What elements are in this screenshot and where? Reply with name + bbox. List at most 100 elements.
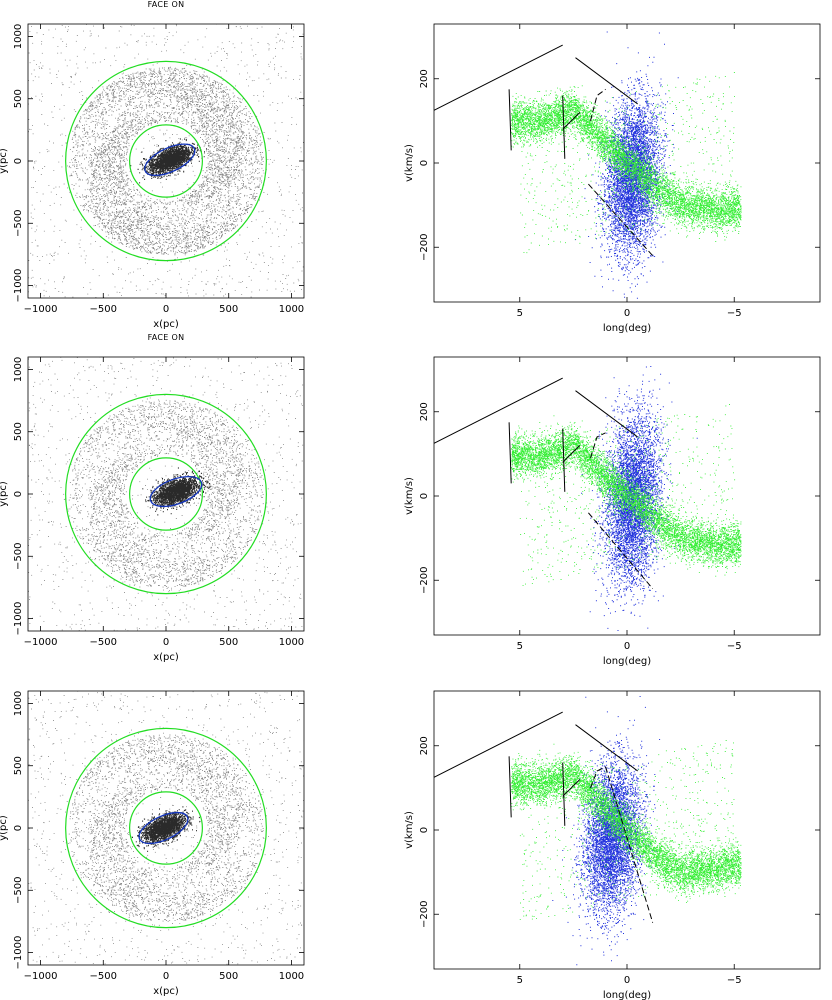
lv-points [511,366,742,631]
y-tick-label: 200 [419,69,430,88]
gas-particles [28,691,304,965]
x-tick-label: −5 [727,975,742,986]
solid-line [433,711,563,778]
green-circle [129,124,203,198]
y-axis-label: v(km/s) [404,811,415,849]
green-circle [65,727,267,929]
bar-ellipse [144,143,196,177]
x-axis-label: x(pc) [153,319,179,330]
x-tick-label: −500 [90,304,117,315]
y-tick-label: 1000 [13,357,24,382]
x-axis-label: long(deg) [603,990,651,1000]
y-tick-label: −200 [419,234,430,261]
face-on-panel-2: −1000 −500 0 500 1000 −1000 −500 0 500 1000 x(pc) y… [0,333,305,663]
dashed-line [590,88,606,122]
y-axis-label: v(km/s) [404,144,415,182]
x-axis-label: x(pc) [153,652,179,663]
y-tick-label: −500 [13,877,24,904]
solid-line [562,95,566,159]
solid-line [575,57,638,105]
x-tick-label: 0 [163,304,169,315]
y-tick-label: 1000 [13,691,24,716]
x-tick-label: 0 [624,641,630,652]
y-tick-label: 0 [13,158,24,164]
solid-line [562,445,581,463]
x-tick-label: 1000 [279,971,304,982]
x-tick-label: 5 [517,308,523,319]
bar-core-points [123,467,211,516]
y-tick-label: 0 [419,493,430,499]
y-tick-label: −500 [13,543,24,570]
y-axis-label: y(pc) [0,815,9,841]
y-axis-label: y(pc) [0,481,9,507]
panel-title: FACE ON [148,333,185,342]
y-axis-label: v(km/s) [404,477,415,515]
hi-points [511,740,742,920]
dashed-line [590,432,606,459]
bar-ellipse [149,475,203,508]
dashed-line [605,766,654,923]
x-tick-label: 1000 [279,637,304,648]
y-tick-label: −500 [13,210,24,237]
gas-disk-points [28,357,304,631]
lv-panel-1: 5 0 −5 −200 0 200 long(deg) v(km/s) [404,23,821,334]
dashed-line [588,183,654,257]
bar-ellipse [138,811,189,845]
x-tick-label: 0 [624,975,630,986]
x-tick-label: 500 [219,971,238,982]
y-tick-label: −200 [419,901,430,928]
x-axis-label: long(deg) [603,323,651,334]
panel-title: FACE ON [148,0,185,9]
solid-line [562,112,581,130]
y-tick-label: −1000 [13,936,24,970]
lv-points [511,696,742,966]
y-tick-label: 500 [13,422,24,441]
green-circle [65,393,267,595]
gas-particles [28,24,304,298]
solid-line [562,762,566,826]
green-circle [129,457,203,531]
dashed-line [590,766,606,789]
y-tick-label: 1000 [13,24,24,49]
lv-panel-2: 5 0 −5 −200 0 200 long(deg) v(km/s) [404,356,821,667]
lv-points [511,31,742,299]
solid-line [508,89,512,151]
x-tick-label: 0 [624,308,630,319]
gas-particles [28,357,304,631]
x-tick-label: −1000 [24,304,58,315]
x-axis-label: long(deg) [603,656,651,667]
solid-line [508,756,512,818]
x-tick-label: −1000 [24,637,58,648]
dashed-line [588,512,654,590]
y-tick-label: 0 [419,160,430,166]
solid-line [433,44,563,111]
solid-line [562,428,566,492]
x-tick-label: 0 [163,971,169,982]
x-tick-label: 0 [163,637,169,648]
bar-core-points [130,138,207,184]
x-tick-label: −500 [90,637,117,648]
x-axis-label: x(pc) [153,986,179,997]
solid-line [562,779,581,797]
y-axis-label: y(pc) [0,148,9,174]
co-points [552,696,661,966]
y-tick-label: −1000 [13,269,24,303]
solid-line [433,377,563,444]
y-tick-label: 0 [13,491,24,497]
face-on-panel-3: −1000 −500 0 500 1000 −1000 −500 0 500 1000 x(pc) y… [0,690,305,997]
y-tick-label: 200 [419,736,430,755]
y-tick-label: −1000 [13,602,24,636]
x-tick-label: −5 [727,641,742,652]
y-tick-label: 500 [13,89,24,108]
x-tick-label: 5 [517,975,523,986]
hi-points [511,72,742,254]
x-tick-label: 5 [517,641,523,652]
co-points [574,31,679,299]
solid-line [575,724,638,772]
x-tick-label: −1000 [24,971,58,982]
x-tick-label: 500 [219,637,238,648]
x-tick-label: −500 [90,971,117,982]
y-tick-label: 0 [13,825,24,831]
y-tick-label: 500 [13,756,24,775]
